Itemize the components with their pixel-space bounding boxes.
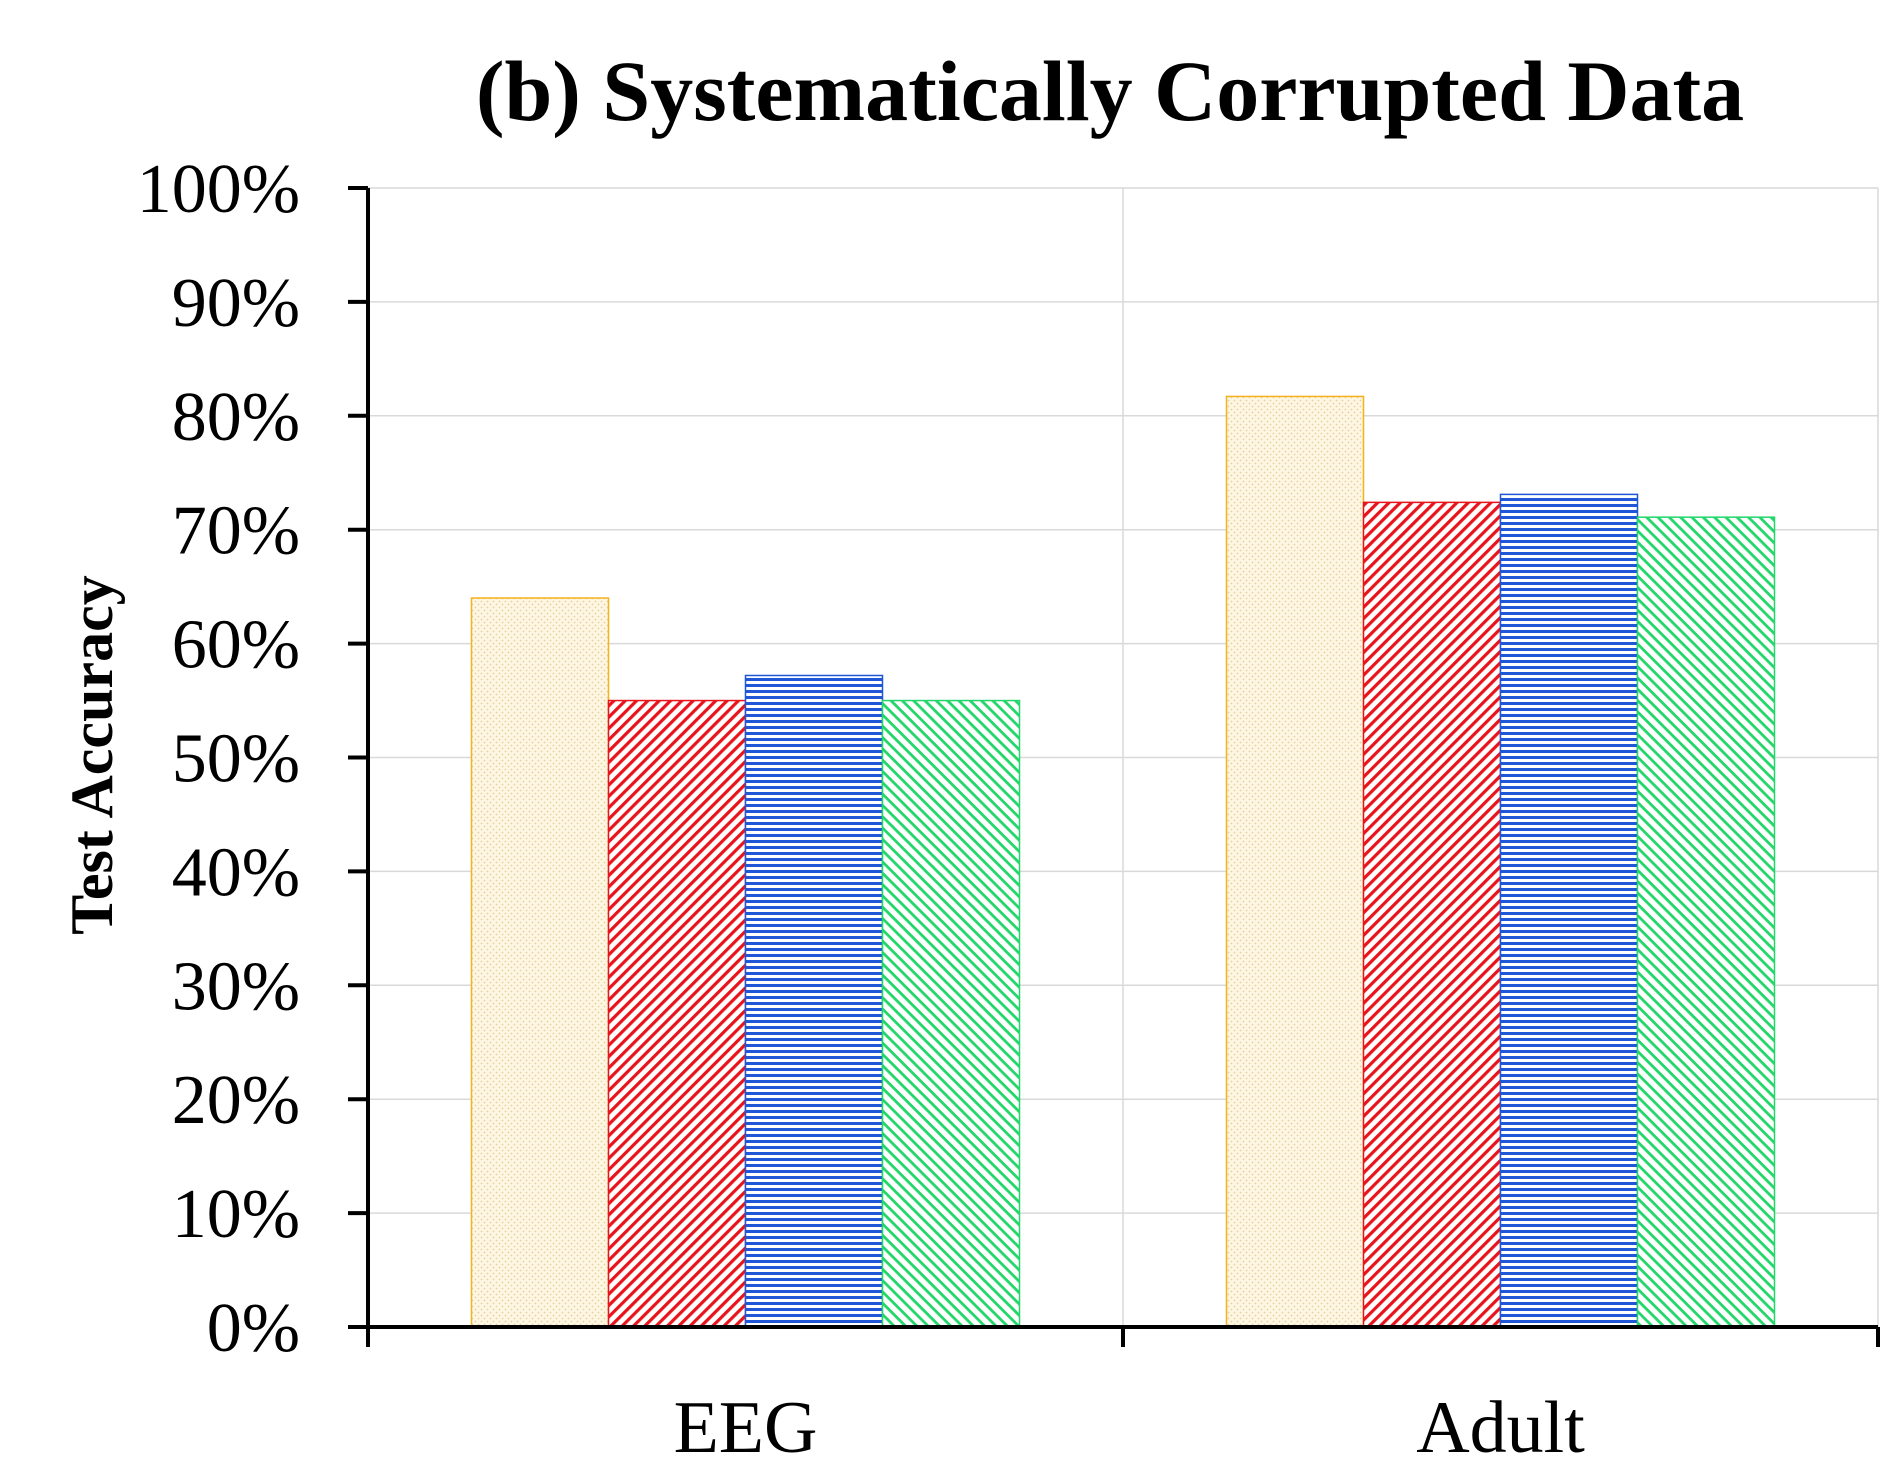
x-category-labels: EEG Adult <box>674 1387 1586 1469</box>
y-tick-label: 20% <box>172 1062 300 1139</box>
y-tick-label: 0% <box>207 1290 300 1367</box>
bars <box>470 395 1776 1328</box>
x-category-label: EEG <box>674 1387 818 1469</box>
bar-adult-series-1 <box>1225 395 1365 1328</box>
bar-eeg-series-3 <box>744 674 884 1328</box>
y-tick-label: 50% <box>172 721 300 798</box>
x-category-label: Adult <box>1416 1387 1585 1469</box>
y-axis-label: Test Accuracy <box>59 575 125 934</box>
y-tick-labels: 0% 10% 20% 30% 40% 50% 60% 70% 80% 90% 100% <box>137 151 300 1367</box>
y-tick-label: 70% <box>172 493 300 570</box>
y-tick-label: 10% <box>172 1176 300 1253</box>
y-tick-label: 100% <box>137 151 300 228</box>
bar-eeg-series-1 <box>470 597 610 1328</box>
chart-title: (b) Systematically Corrupted Data <box>476 43 1744 139</box>
y-tick-label: 40% <box>172 834 300 911</box>
y-tick-label: 60% <box>172 607 300 684</box>
y-tick-label: 90% <box>172 265 300 342</box>
y-tick-label: 80% <box>172 379 300 456</box>
bar-adult-series-2 <box>1362 501 1502 1328</box>
axes <box>348 186 1880 1347</box>
y-tick-label: 30% <box>172 948 300 1025</box>
bar-eeg-series-4 <box>881 699 1021 1328</box>
bar-adult-series-4 <box>1636 516 1776 1328</box>
bar-adult-series-3 <box>1499 493 1639 1328</box>
bar-eeg-series-2 <box>607 699 747 1328</box>
